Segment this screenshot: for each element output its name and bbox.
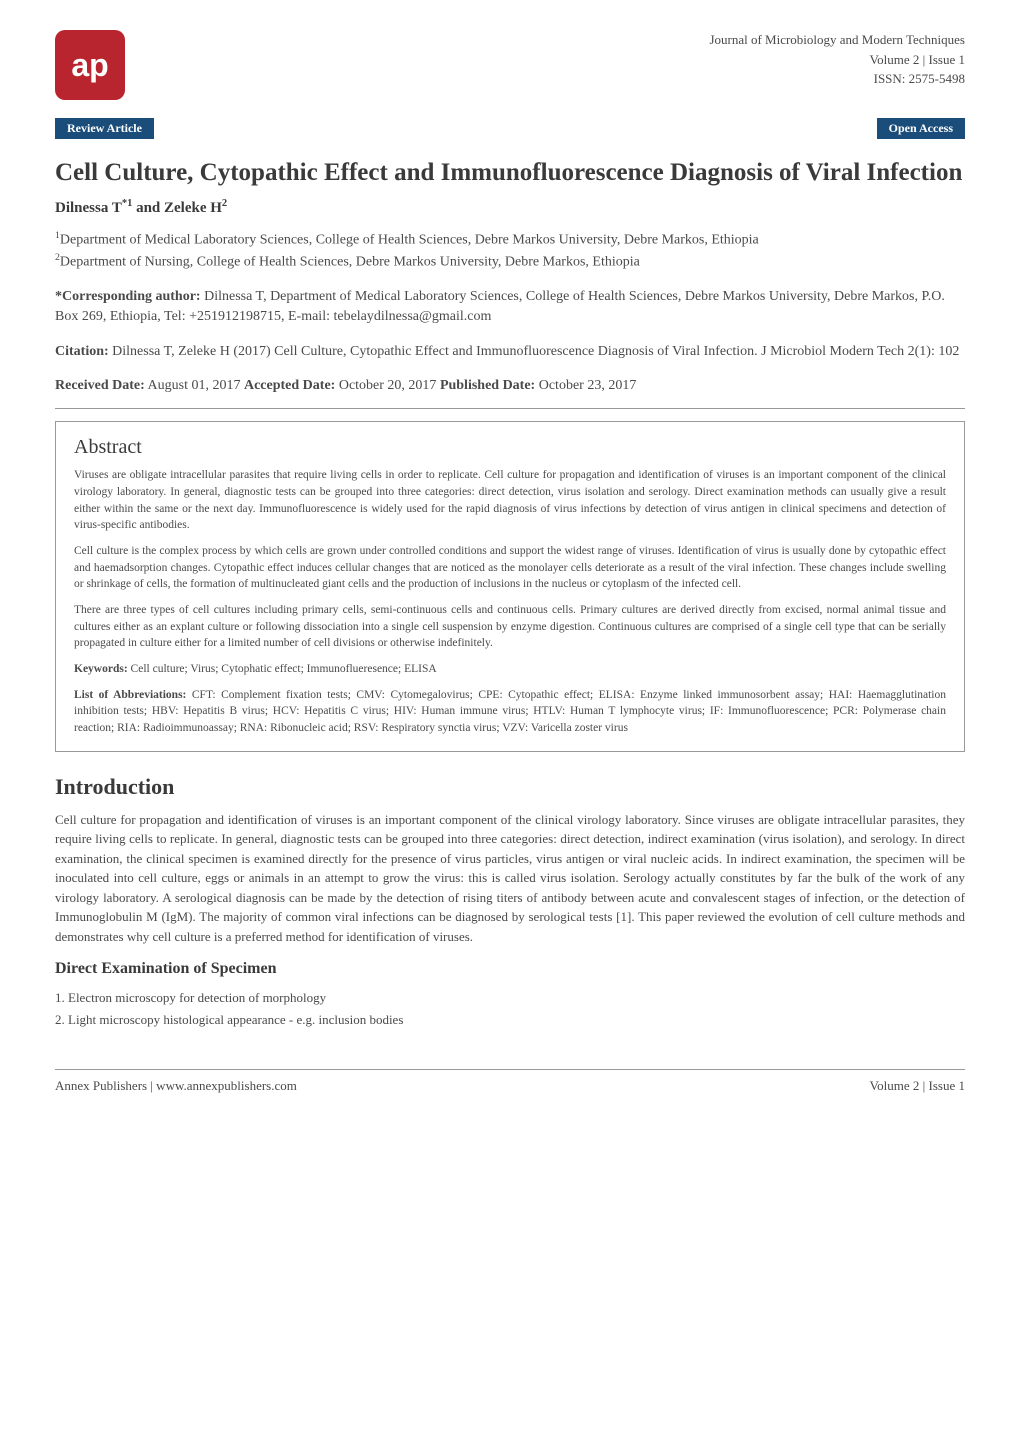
introduction-p1: Cell culture for propagation and identif… xyxy=(55,810,965,947)
authors-line: Dilnessa T*1 and Zeleke H2 xyxy=(55,198,965,217)
accepted-label: Accepted Date: xyxy=(244,378,335,393)
volume-issue: Volume 2 | Issue 1 xyxy=(709,50,965,70)
content: Cell Culture, Cytopathic Effect and Immu… xyxy=(0,139,1020,1051)
logo-text: ap xyxy=(71,47,108,84)
keywords-label: Keywords: xyxy=(74,663,128,675)
introduction-heading: Introduction xyxy=(55,774,965,800)
received-date: August 01, 2017 xyxy=(145,378,244,393)
band-row: Review Article Open Access xyxy=(0,118,1020,139)
divider xyxy=(55,408,965,409)
affiliations: 1Department of Medical Laboratory Scienc… xyxy=(55,229,965,273)
dates: Received Date: August 01, 2017 Accepted … xyxy=(55,376,965,396)
keywords-text: Cell culture; Virus; Cytophatic effect; … xyxy=(128,663,437,675)
publisher-logo: ap xyxy=(55,30,125,100)
list-item-2: 2. Light microscopy histological appeara… xyxy=(55,1010,965,1030)
abstract-p1: Viruses are obligate intracellular paras… xyxy=(74,467,946,534)
citation-label: Citation: xyxy=(55,344,109,359)
abbreviations: List of Abbreviations: CFT: Complement f… xyxy=(74,687,946,737)
article-type-badge: Review Article xyxy=(55,118,154,139)
corresponding-author: *Corresponding author: Dilnessa T, Depar… xyxy=(55,287,965,328)
footer-right: Volume 2 | Issue 1 xyxy=(869,1078,965,1094)
published-label: Published Date: xyxy=(440,378,535,393)
abstract-box: Abstract Viruses are obligate intracellu… xyxy=(55,421,965,751)
footer-left: Annex Publishers | www.annexpublishers.c… xyxy=(55,1078,297,1094)
abbrev-text: CFT: Complement fixation tests; CMV: Cyt… xyxy=(74,689,946,734)
abstract-heading: Abstract xyxy=(74,436,946,459)
journal-name: Journal of Microbiology and Modern Techn… xyxy=(709,30,965,50)
abstract-p3: There are three types of cell cultures i… xyxy=(74,602,946,652)
abstract-p2: Cell culture is the complex process by w… xyxy=(74,543,946,593)
journal-meta: Journal of Microbiology and Modern Techn… xyxy=(709,30,965,89)
received-label: Received Date: xyxy=(55,378,145,393)
article-title: Cell Culture, Cytopathic Effect and Immu… xyxy=(55,157,965,188)
list-item-1: 1. Electron microscopy for detection of … xyxy=(55,988,965,1008)
issn: ISSN: 2575-5498 xyxy=(709,69,965,89)
abbrev-label: List of Abbreviations: xyxy=(74,689,186,701)
affiliation-2: 2Department of Nursing, College of Healt… xyxy=(55,251,965,273)
header: ap Journal of Microbiology and Modern Te… xyxy=(0,0,1020,110)
open-access-badge: Open Access xyxy=(877,118,965,139)
citation-text: Dilnessa T, Zeleke H (2017) Cell Culture… xyxy=(109,344,960,359)
corresponding-label: *Corresponding author: xyxy=(55,289,201,304)
accepted-date: October 20, 2017 xyxy=(335,378,440,393)
footer: Annex Publishers | www.annexpublishers.c… xyxy=(0,1078,1020,1124)
affiliation-1: 1Department of Medical Laboratory Scienc… xyxy=(55,229,965,251)
direct-examination-heading: Direct Examination of Specimen xyxy=(55,960,965,978)
published-date: October 23, 2017 xyxy=(535,378,636,393)
citation: Citation: Dilnessa T, Zeleke H (2017) Ce… xyxy=(55,342,965,362)
keywords: Keywords: Cell culture; Virus; Cytophati… xyxy=(74,661,946,678)
footer-divider xyxy=(55,1069,965,1070)
